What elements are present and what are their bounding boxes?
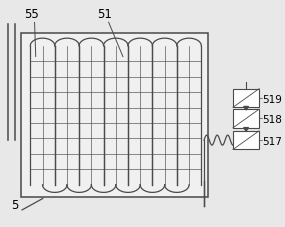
Bar [233, 131, 259, 150]
Text: 517: 517 [262, 136, 282, 146]
Bar [233, 89, 259, 108]
Text: 55: 55 [24, 7, 39, 20]
Bar [233, 110, 259, 128]
Polygon shape [244, 107, 249, 110]
Text: 5: 5 [11, 198, 19, 211]
Polygon shape [244, 128, 249, 131]
Text: 519: 519 [262, 94, 282, 104]
Bar [21, 34, 208, 197]
Text: 518: 518 [262, 115, 282, 125]
Text: 51: 51 [97, 7, 112, 20]
